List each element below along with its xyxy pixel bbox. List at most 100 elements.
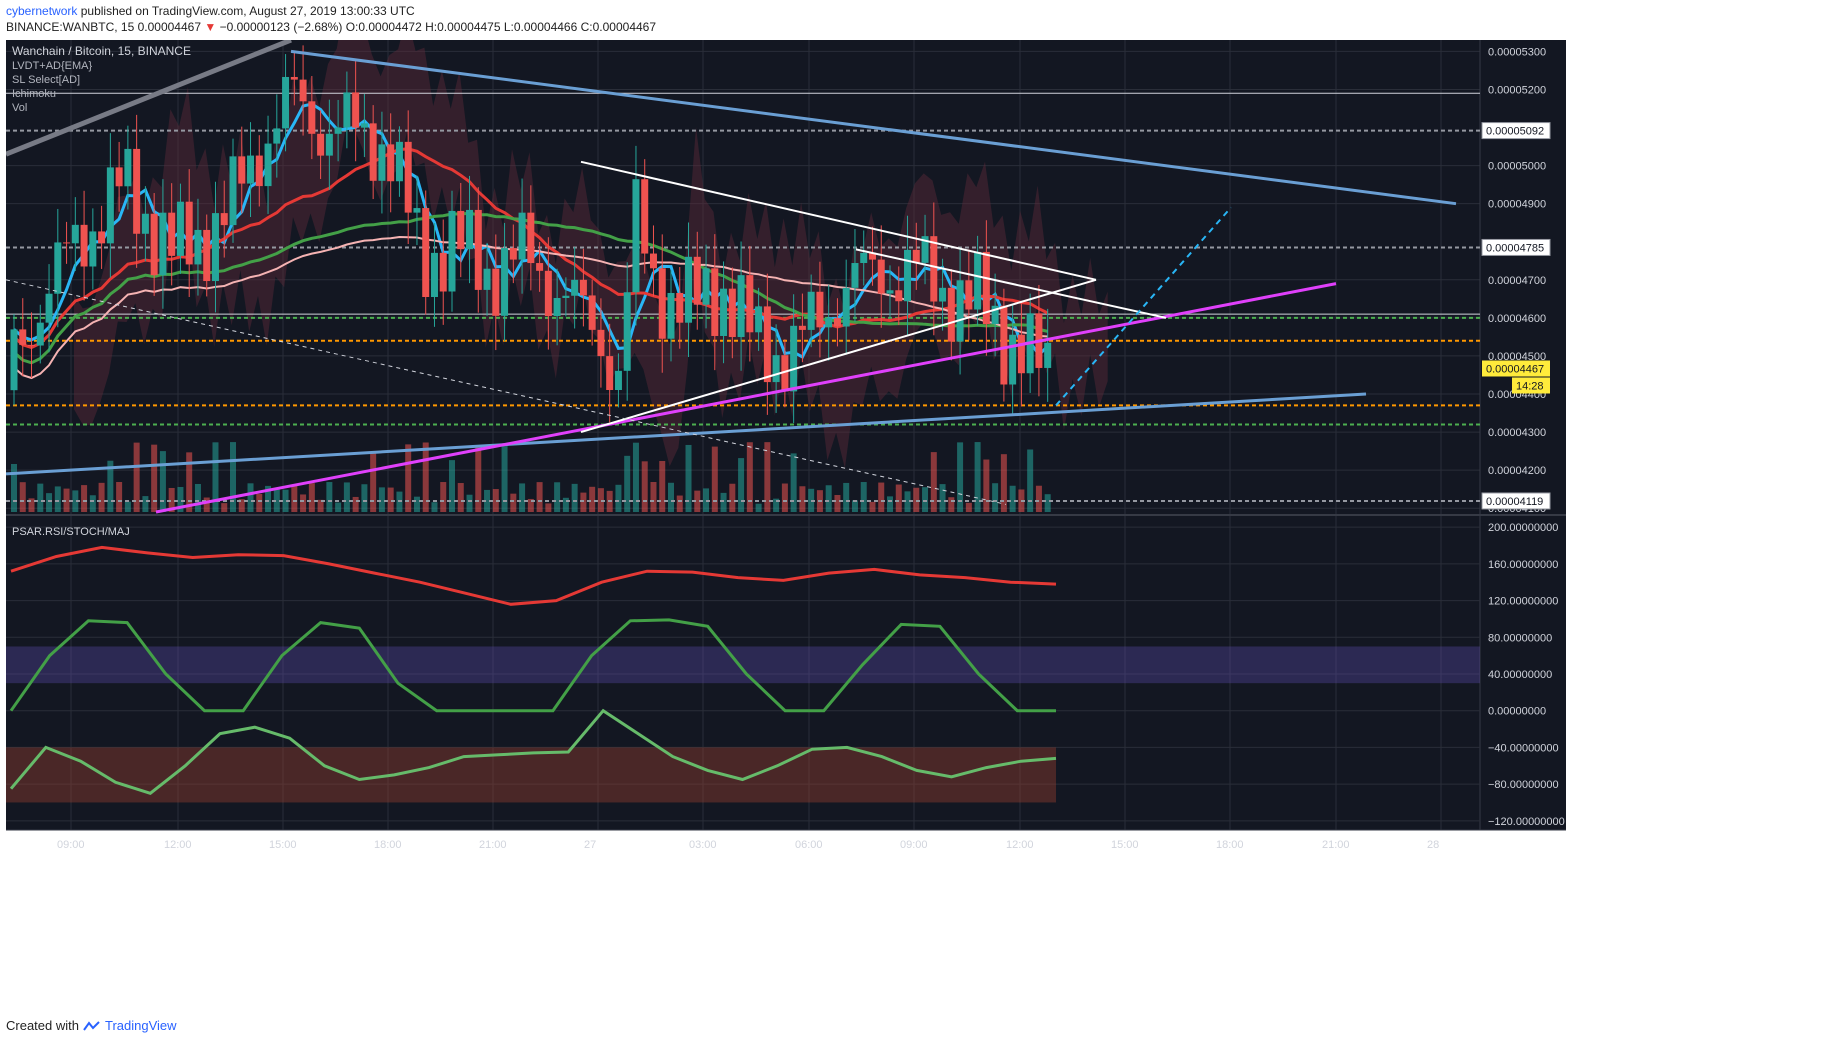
candle-body — [395, 141, 403, 182]
volume-bar — [466, 494, 473, 512]
candle-body — [737, 275, 745, 338]
time-tick-label: 09:00 — [57, 839, 85, 851]
last-price: 0.00004467 — [137, 20, 201, 34]
volume-bar — [81, 485, 88, 512]
price-tick-label: 0.00004900 — [1488, 199, 1546, 211]
volume-bar — [624, 455, 631, 512]
candle-body — [939, 287, 947, 302]
candle-body — [211, 213, 219, 282]
price-label-badge — [1482, 360, 1550, 377]
publish-info: published on TradingView.com, August 27,… — [80, 4, 415, 18]
volume-bar — [843, 482, 850, 512]
volume-bar — [869, 501, 876, 512]
volume-bar — [352, 496, 359, 512]
low-value: L:0.00004466 — [503, 20, 578, 34]
volume-bar — [799, 486, 806, 512]
price-label-text: 0.00004119 — [1486, 496, 1543, 508]
candle-body — [10, 329, 18, 391]
candle-body — [308, 101, 316, 134]
volume-bar — [151, 444, 158, 512]
candle-body — [965, 280, 973, 310]
maj-area — [6, 747, 1056, 803]
volume-bar — [860, 482, 867, 512]
candle-body — [536, 263, 544, 271]
candle-body — [1009, 334, 1017, 385]
volume-bar — [221, 503, 228, 512]
candle-body — [676, 292, 684, 323]
volume-bar — [668, 482, 674, 512]
sub-series-line-0 — [10, 545, 1057, 606]
triangle-lower-line — [580, 278, 1097, 434]
candle-body — [693, 256, 701, 305]
legend-indicator-sl-select[interactable]: SL Select[AD] — [12, 74, 80, 86]
author-link[interactable]: cybernetwork — [6, 4, 78, 18]
price-label-text: 0.00004467 — [1486, 363, 1544, 375]
time-axis[interactable]: 09:00 12:00 15:00 18:00 21:00 27 03:00 06:00 09:… — [57, 839, 1439, 851]
volume-bar — [413, 496, 420, 512]
volume-bar — [46, 493, 53, 512]
sub-tick-label: 200.00000000 — [1488, 522, 1558, 534]
price-axis[interactable]: 0.00005300 0.00005200 0.00005000 0.00004900… — [1481, 46, 1551, 515]
volume-bar — [186, 452, 193, 512]
legend-indicator-lvdt[interactable]: LVDT+AD{EMA} — [12, 60, 93, 72]
candles — [10, 45, 1052, 423]
volume-bar — [755, 503, 762, 512]
candle-body — [509, 248, 517, 260]
close-value: C:0.00004467 — [580, 20, 657, 34]
price-tick-label: 0.00005300 — [1488, 46, 1546, 58]
volume-bar — [887, 496, 893, 512]
candle-body — [290, 76, 298, 80]
volume-bar — [484, 489, 491, 512]
candle-body — [833, 318, 841, 327]
volume-bars — [11, 442, 1051, 512]
volume-bar — [545, 503, 552, 512]
volume-bar — [746, 442, 753, 512]
price-chart[interactable]: 0.00005300 0.00005200 0.00005000 0.00004900… — [6, 40, 1840, 1016]
volume-bar — [256, 493, 263, 512]
volume-bar — [554, 482, 561, 512]
candle-body — [685, 256, 693, 323]
candle-body — [904, 249, 912, 302]
grey-trendline — [6, 40, 292, 157]
candle-body — [991, 305, 999, 325]
candle-body — [667, 292, 675, 339]
candle-body — [921, 236, 929, 263]
lower-blue-trendline — [6, 392, 1367, 476]
time-tick-label: 15:00 — [1111, 839, 1139, 851]
time-tick-label: 21:00 — [1322, 839, 1350, 851]
volume-bar — [930, 452, 937, 512]
legend-indicator-vol[interactable]: Vol — [12, 102, 27, 114]
tradingview-brand[interactable]: TradingView — [104, 1018, 177, 1033]
volume-bar — [107, 460, 114, 512]
time-tick-label: 12:00 — [1006, 839, 1034, 851]
candle-body — [868, 252, 876, 260]
volume-bar — [1035, 485, 1042, 512]
candle-body — [1044, 342, 1052, 368]
candle-body — [387, 144, 395, 182]
legend-indicator-ichimoku[interactable]: Ichimoku — [12, 88, 56, 100]
volume-bar — [519, 483, 526, 512]
sub-series-line-2 — [9, 708, 1057, 795]
candle-body — [974, 251, 982, 310]
projection-dashed-line — [1055, 206, 1232, 407]
candle-body — [956, 280, 964, 342]
candle-body — [159, 212, 167, 276]
volume-bar — [11, 464, 17, 512]
volume-bar — [133, 442, 140, 512]
volume-bar — [851, 500, 858, 512]
volume-bar — [203, 497, 210, 512]
candle-body — [71, 224, 79, 244]
candle-body — [492, 268, 500, 316]
volume-bar — [834, 495, 841, 512]
footer: Created with TradingView — [6, 1018, 177, 1033]
volume-bar — [98, 482, 105, 512]
countdown-badge — [1512, 377, 1550, 394]
candle-body — [947, 287, 955, 342]
price-label-badge — [1481, 122, 1551, 140]
volume-bar — [536, 482, 543, 512]
candle-body — [851, 263, 859, 288]
candle-body — [106, 167, 114, 244]
candle-body — [98, 231, 106, 244]
change-arrow: ▼ — [204, 20, 217, 34]
candle-body — [527, 212, 535, 264]
